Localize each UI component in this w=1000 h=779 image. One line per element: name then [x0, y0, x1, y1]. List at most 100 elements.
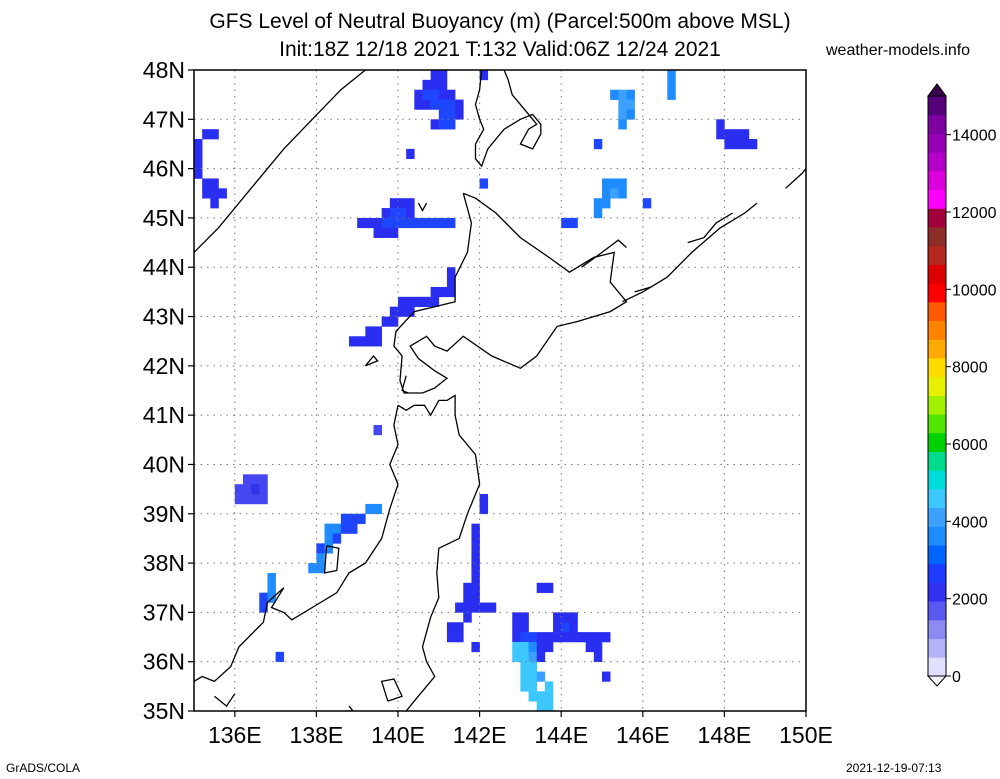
data-cell	[569, 217, 578, 229]
data-cell	[389, 316, 399, 327]
coastline	[380, 678, 404, 702]
lon-tick-label: 136E	[208, 722, 262, 748]
data-cell	[398, 296, 407, 307]
data-cell	[194, 139, 203, 150]
lon-tick-label: 140E	[371, 722, 425, 748]
data-cell	[528, 641, 538, 653]
data-cell	[520, 612, 529, 623]
data-cell	[528, 691, 538, 702]
data-cell	[528, 661, 538, 672]
data-cell	[438, 217, 448, 229]
data-cell	[438, 70, 448, 81]
site-label[interactable]: weather-models.info	[826, 42, 971, 59]
data-cell	[618, 109, 627, 120]
data-cell	[446, 632, 456, 643]
data-cell	[406, 306, 415, 317]
data-cell	[406, 217, 415, 229]
data-cell	[373, 227, 382, 238]
coastline	[194, 405, 399, 683]
colorbar-segment	[928, 526, 946, 546]
colorbar-segment	[928, 114, 946, 134]
data-cell	[251, 494, 260, 505]
data-cell	[626, 89, 635, 100]
data-cell	[349, 336, 358, 347]
data-cell	[234, 484, 244, 495]
data-cell	[398, 208, 407, 219]
data-cell	[471, 553, 480, 564]
data-cell	[349, 513, 358, 524]
data-cell	[512, 612, 521, 623]
data-cell	[479, 503, 489, 515]
data-cell	[487, 602, 497, 613]
colorbar-label: 6000	[952, 437, 988, 454]
data-cell	[642, 198, 652, 209]
colorbar-segment	[928, 432, 946, 452]
data-cell	[438, 286, 448, 298]
data-cell	[536, 691, 546, 702]
data-cell	[740, 129, 750, 140]
lat-tick-label: 37N	[143, 599, 185, 625]
data-cell	[536, 671, 546, 682]
coastline	[405, 394, 481, 711]
data-cell	[528, 632, 538, 643]
lon-tick-label: 150E	[779, 722, 833, 748]
colorbar-segment	[928, 245, 946, 265]
colorbar-label: 10000	[952, 282, 997, 299]
data-cell	[618, 178, 627, 189]
data-cell	[259, 602, 268, 613]
colorbar-segment	[928, 470, 946, 490]
colorbar-label: 12000	[952, 205, 997, 222]
data-cell	[438, 99, 448, 110]
data-cell	[308, 563, 317, 574]
lat-tick-label: 47N	[143, 106, 185, 132]
data-cell	[455, 622, 464, 633]
data-cell	[446, 89, 456, 100]
coastline	[581, 239, 627, 268]
colorbar-segment	[928, 395, 946, 415]
footer-software-label: GrADS/COLA	[6, 761, 81, 775]
lat-tick-label: 41N	[143, 402, 185, 428]
data-cell	[667, 89, 676, 100]
data-cell	[626, 99, 635, 110]
data-cell	[602, 198, 611, 209]
colorbar-segment	[928, 488, 946, 509]
lat-tick-label: 39N	[143, 501, 185, 527]
data-cell	[544, 701, 554, 711]
data-cell	[520, 641, 529, 653]
lat-tick-label: 35N	[143, 698, 185, 724]
data-cell	[544, 632, 554, 643]
data-cell	[585, 632, 595, 643]
data-cell	[732, 129, 742, 140]
colorbar-segment	[928, 582, 946, 602]
data-cell	[365, 503, 374, 515]
data-cell	[569, 612, 578, 623]
lat-tick-label: 38N	[143, 550, 185, 576]
data-cell	[210, 188, 219, 199]
data-cell	[520, 681, 529, 692]
data-cell	[471, 582, 480, 593]
data-cell	[520, 661, 529, 672]
data-cell	[218, 188, 227, 199]
data-cell	[561, 632, 570, 643]
lat-tick-label: 46N	[143, 156, 185, 182]
data-cell	[561, 217, 570, 229]
colorbar-segment	[928, 601, 946, 621]
data-cell	[430, 70, 440, 81]
data-cell	[316, 553, 325, 564]
data-cell	[667, 79, 676, 91]
colorbar-segment	[928, 619, 946, 640]
coastline	[687, 212, 733, 244]
data-cell	[536, 641, 546, 653]
data-cell	[251, 474, 260, 485]
data-cell	[561, 622, 570, 633]
coastline	[345, 705, 354, 711]
data-cell	[667, 70, 676, 81]
data-cell	[340, 513, 350, 524]
colorbar-segment	[928, 339, 946, 359]
data-cell	[430, 79, 440, 91]
data-cell	[455, 99, 464, 110]
data-cell	[389, 208, 399, 219]
data-cell	[593, 198, 603, 209]
data-cell	[479, 602, 489, 613]
lon-tick-label: 142E	[453, 722, 507, 748]
